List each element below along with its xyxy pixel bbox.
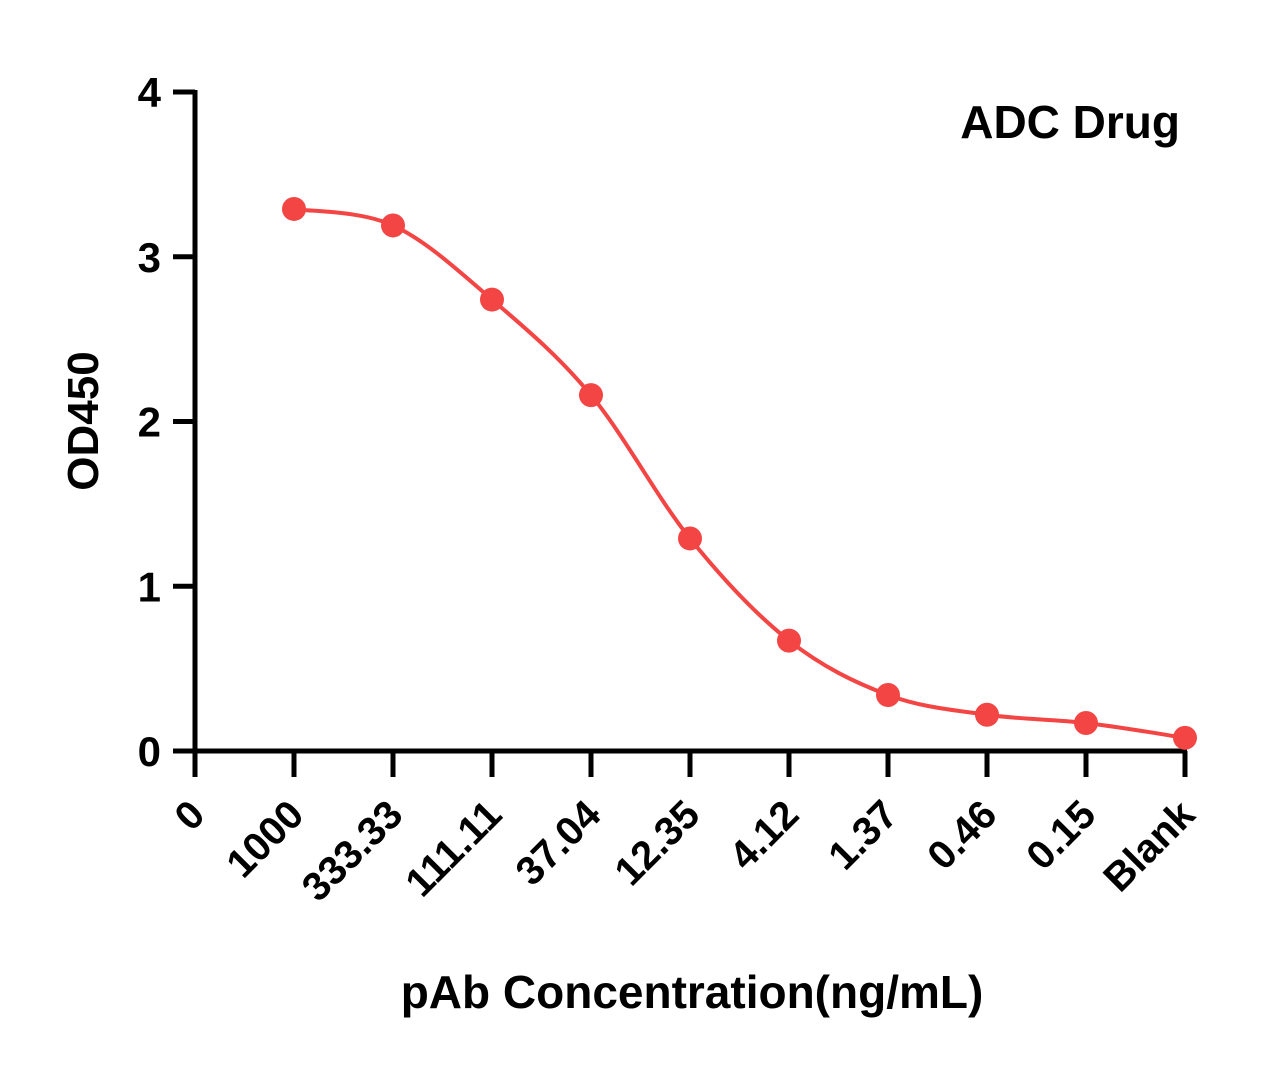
x-tick-label: 37.04 bbox=[507, 792, 609, 894]
data-point bbox=[579, 383, 603, 408]
x-tick-label: 0.15 bbox=[1018, 792, 1104, 878]
x-tick-label: Blank bbox=[1095, 792, 1204, 901]
data-point bbox=[1173, 725, 1197, 750]
x-tick-label: 1000 bbox=[218, 792, 312, 886]
x-tick-label: 12.35 bbox=[606, 792, 708, 894]
x-tick-label: 111.11 bbox=[397, 792, 510, 905]
y-tick-label: 2 bbox=[138, 399, 161, 446]
y-tick-label: 3 bbox=[138, 234, 161, 281]
data-point bbox=[876, 682, 900, 707]
y-tick-label: 1 bbox=[138, 563, 161, 610]
data-point bbox=[975, 702, 999, 727]
x-tick-label: 1.37 bbox=[820, 792, 906, 878]
data-point bbox=[381, 213, 405, 238]
y-axis-label: OD450 bbox=[59, 351, 108, 490]
x-tick-label: 0 bbox=[167, 792, 214, 839]
data-point bbox=[1074, 710, 1098, 735]
x-tick-label: 4.12 bbox=[721, 792, 807, 878]
chart-title: ADC Drug bbox=[960, 96, 1180, 148]
fit-curve bbox=[293, 206, 1186, 740]
y-tick-label: 4 bbox=[138, 69, 162, 116]
data-point bbox=[282, 196, 306, 221]
data-point bbox=[678, 526, 702, 551]
x-axis-label: pAb Concentration(ng/mL) bbox=[401, 966, 984, 1018]
data-point bbox=[777, 628, 801, 653]
data-point bbox=[480, 287, 504, 312]
x-tick-label: 0.46 bbox=[919, 792, 1005, 878]
y-tick-label: 0 bbox=[138, 728, 161, 775]
plot-area bbox=[282, 196, 1197, 750]
x-tick-label: 333.33 bbox=[294, 792, 412, 910]
